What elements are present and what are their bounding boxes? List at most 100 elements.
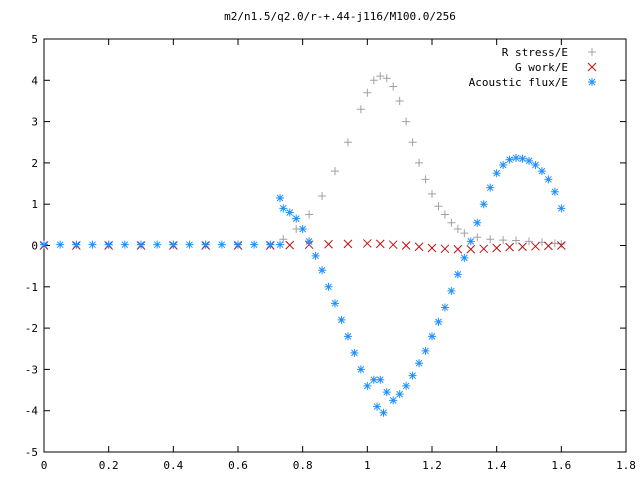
data-point [363, 88, 372, 97]
data-point [350, 348, 359, 357]
data-point [318, 191, 327, 200]
data-point [499, 236, 508, 245]
data-point [324, 239, 333, 249]
legend-label: G work/E [515, 61, 568, 74]
data-point [587, 62, 597, 72]
y-tick-label: 4 [31, 74, 38, 87]
data-point [382, 388, 391, 397]
data-point [486, 235, 495, 244]
x-tick-label: 1.2 [422, 459, 442, 472]
legend-marker [588, 78, 596, 86]
plot-frame [43, 38, 627, 453]
data-point [153, 240, 162, 249]
x-tick-label: 0.2 [99, 459, 119, 472]
data-point [428, 332, 436, 341]
data-point [376, 72, 385, 81]
data-point [544, 175, 553, 184]
chart-title: m2/n1.5/q2.0/r-+.44-j116/M100.0/256 [224, 10, 456, 23]
legend-marker [588, 48, 596, 56]
data-point [389, 82, 398, 91]
data-point [421, 175, 430, 184]
data-point [250, 240, 259, 249]
data-point [201, 240, 210, 249]
data-point [395, 390, 404, 399]
series-g-work-e [39, 239, 566, 254]
data-point [375, 239, 385, 249]
data-point [460, 253, 469, 262]
data-point [331, 167, 339, 176]
legend-label: R stress/E [502, 46, 568, 59]
data-point [453, 224, 462, 233]
y-tick-label: 3 [31, 116, 38, 129]
data-point [453, 270, 462, 279]
data-point [343, 138, 352, 147]
data-point [466, 237, 475, 246]
data-point [266, 240, 275, 249]
data-point [402, 381, 411, 390]
x-tick-label: 0.4 [163, 459, 183, 472]
data-point [466, 244, 476, 254]
y-tick-label: 1 [31, 198, 38, 211]
y-tick-label: 2 [31, 157, 38, 170]
data-point [531, 160, 540, 169]
data-point [298, 224, 307, 233]
data-point [373, 402, 382, 411]
data-point [544, 241, 553, 251]
data-point [447, 218, 456, 227]
data-point [356, 105, 365, 114]
data-point [311, 251, 320, 260]
axis-ticks: 0 0.2 0.4 0.6 0.8 1 1.2 1.4 1.6 1.8 5 4 3 2 1 0 -1 -2 -3 -4… [25, 33, 636, 472]
legend-label: Acoustic flux/E [469, 76, 568, 89]
data-point [505, 242, 514, 252]
data-point [415, 158, 424, 167]
data-point [531, 241, 540, 251]
data-point [473, 218, 482, 227]
data-point [486, 183, 495, 192]
data-point [88, 240, 97, 249]
data-point [556, 241, 566, 250]
data-point [434, 317, 443, 326]
data-point [343, 332, 352, 341]
data-point [217, 240, 226, 249]
data-point [56, 240, 65, 249]
data-point [588, 48, 596, 56]
data-point [525, 237, 533, 246]
data-point [479, 200, 488, 209]
y-tick-label: -4 [25, 405, 39, 418]
data-point [402, 117, 411, 126]
data-point [408, 138, 417, 147]
y-tick-label: -2 [25, 322, 38, 335]
data-point [518, 154, 527, 163]
data-point [525, 156, 533, 165]
x-tick-label: 0.8 [293, 459, 313, 472]
data-point [421, 346, 430, 355]
data-point [40, 240, 48, 249]
data-point [492, 169, 501, 178]
series-acoustic-flux-e [40, 153, 566, 417]
data-point [137, 240, 145, 249]
data-point [388, 240, 398, 250]
x-tick-label: 1.8 [616, 459, 636, 472]
legend: R stress/E G work/E Acoustic flux/E [469, 46, 597, 89]
data-point [169, 240, 178, 249]
y-tick-label: -1 [25, 281, 38, 294]
data-point [588, 78, 596, 86]
data-point [356, 365, 365, 374]
data-point [550, 187, 559, 196]
data-point [382, 74, 391, 83]
data-point [285, 208, 294, 217]
data-point [120, 240, 129, 249]
data-point [337, 315, 346, 324]
data-point [234, 240, 242, 249]
x-tick-label: 0.6 [228, 459, 248, 472]
data-point [427, 243, 437, 253]
data-point [512, 153, 521, 162]
data-point [440, 210, 449, 219]
y-tick-label: 5 [31, 33, 38, 46]
data-point [104, 240, 113, 249]
data-point [415, 359, 424, 368]
data-point [557, 239, 566, 248]
data-point [479, 244, 489, 254]
data-point [72, 240, 81, 249]
